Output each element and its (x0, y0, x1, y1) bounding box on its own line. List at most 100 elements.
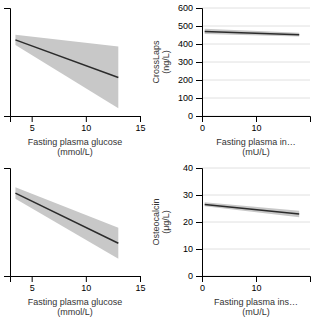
tick: 100 (178, 93, 202, 103)
x-axis-title: Fasting plasma glucose(mmol/L) (28, 137, 123, 157)
tick-label: 30 (183, 190, 193, 200)
grid-line (202, 26, 310, 27)
tick-label: 0 (188, 111, 193, 121)
y-axis: 0 10 20 30 40 (183, 163, 203, 281)
tick: 30 (183, 190, 202, 200)
grid-line (202, 44, 310, 45)
grid-line (202, 98, 310, 99)
y-axis-title: CrossLaps(ng/L) (151, 40, 171, 84)
tick-label: 500 (178, 21, 193, 31)
tick-label: 10 (81, 123, 91, 133)
grid-line (202, 195, 310, 196)
tick: 300 (178, 57, 202, 67)
tick-mark (196, 44, 202, 45)
tick: 5 (30, 116, 35, 133)
axis-line (196, 169, 203, 277)
x-axis-title: Fasting plasma in…(mU/L) (216, 137, 296, 157)
tick-mark (196, 80, 202, 81)
tick: 10 (81, 116, 91, 133)
plot-area (15, 35, 118, 109)
tick-label: 600 (178, 3, 193, 13)
tick: 0 (188, 271, 202, 281)
tick-label: 10 (251, 283, 261, 293)
axis-line (11, 117, 141, 123)
x-axis: 0 10 (200, 116, 311, 133)
confidence-band (205, 29, 300, 37)
grid-line (202, 222, 310, 223)
panel: 5 10 15 Fasting plasma glucose(mmol/L) (4, 9, 146, 158)
background (0, 0, 320, 320)
tick: 20 (183, 217, 202, 227)
panel: 0 10 0 10 20 30 40 Fasting plasma ins…(mU/L) Ost… (151, 163, 311, 317)
tick-label: 5 (30, 283, 35, 293)
plot-area (15, 187, 118, 258)
tick-label: 20 (183, 217, 193, 227)
tick-label: 15 (135, 123, 145, 133)
tick: 0 (188, 111, 202, 121)
tick-mark (196, 62, 202, 63)
grid-line (202, 8, 310, 9)
tick-mark (196, 116, 202, 117)
tick-mark (196, 222, 202, 223)
axis-line (196, 9, 203, 117)
tick-mark (32, 116, 33, 122)
tick-label: 100 (178, 93, 193, 103)
axis-line (203, 277, 311, 283)
tick: 600 (178, 3, 202, 13)
tick: 40 (183, 163, 202, 173)
tick-mark (140, 116, 141, 122)
tick: 10 (251, 276, 261, 293)
y-axis-title: Osteocalcin(μg/L) (151, 198, 171, 245)
tick-label: 15 (135, 283, 145, 293)
tick-mark (196, 26, 202, 27)
tick: 0 (200, 276, 205, 293)
grid-line (202, 80, 310, 81)
tick: 15 (135, 116, 145, 133)
figure: 51015Fasting plasma glucose(mmol/L)01001… (0, 0, 320, 320)
axis-line (11, 277, 141, 283)
tick-label: 0 (188, 271, 193, 281)
regression-line (205, 31, 300, 34)
regression-line (205, 204, 300, 213)
tick-label: 10 (183, 244, 193, 254)
tick-mark (196, 195, 202, 196)
tick: 10 (183, 244, 202, 254)
tick-mark (86, 276, 87, 282)
tick-label: 400 (178, 39, 193, 49)
tick: 0 (200, 116, 205, 133)
tick-mark (140, 276, 141, 282)
x-axis: 0 10 (200, 276, 311, 293)
axis-line (4, 169, 11, 277)
tick-mark (86, 116, 87, 122)
tick-label: 0 (200, 123, 205, 133)
y-axis (4, 169, 11, 277)
tick-mark (196, 249, 202, 250)
x-axis-title: Fasting plasma glucose(mmol/L) (28, 297, 123, 317)
tick-mark (196, 168, 202, 169)
confidence-band (15, 35, 118, 109)
tick-mark (196, 8, 202, 9)
x-axis-title: Fasting plasma ins…(mU/L) (214, 297, 298, 317)
tick: 200 (178, 75, 202, 85)
tick-mark (32, 276, 33, 282)
confidence-band (205, 202, 300, 217)
regression-line (15, 40, 118, 78)
tick: 10 (251, 116, 261, 133)
plot-area (205, 29, 300, 37)
regression-line (15, 193, 118, 243)
grid (202, 8, 310, 116)
tick-label: 0 (200, 283, 205, 293)
axis-line (203, 117, 311, 123)
tick-mark (196, 98, 202, 99)
tick: 5 (30, 276, 35, 293)
y-axis: 0 100 200 300 400 500 600 (178, 3, 203, 121)
tick-mark (196, 276, 202, 277)
plot-area (205, 202, 300, 217)
tick: 15 (135, 276, 145, 293)
panel: 51015Fasting plasma glucose(mmol/L) (4, 169, 146, 318)
tick-label: 10 (251, 123, 261, 133)
tick: 500 (178, 21, 202, 31)
confidence-band (15, 187, 118, 258)
tick-mark (256, 116, 257, 122)
tick-label: 40 (183, 163, 193, 173)
